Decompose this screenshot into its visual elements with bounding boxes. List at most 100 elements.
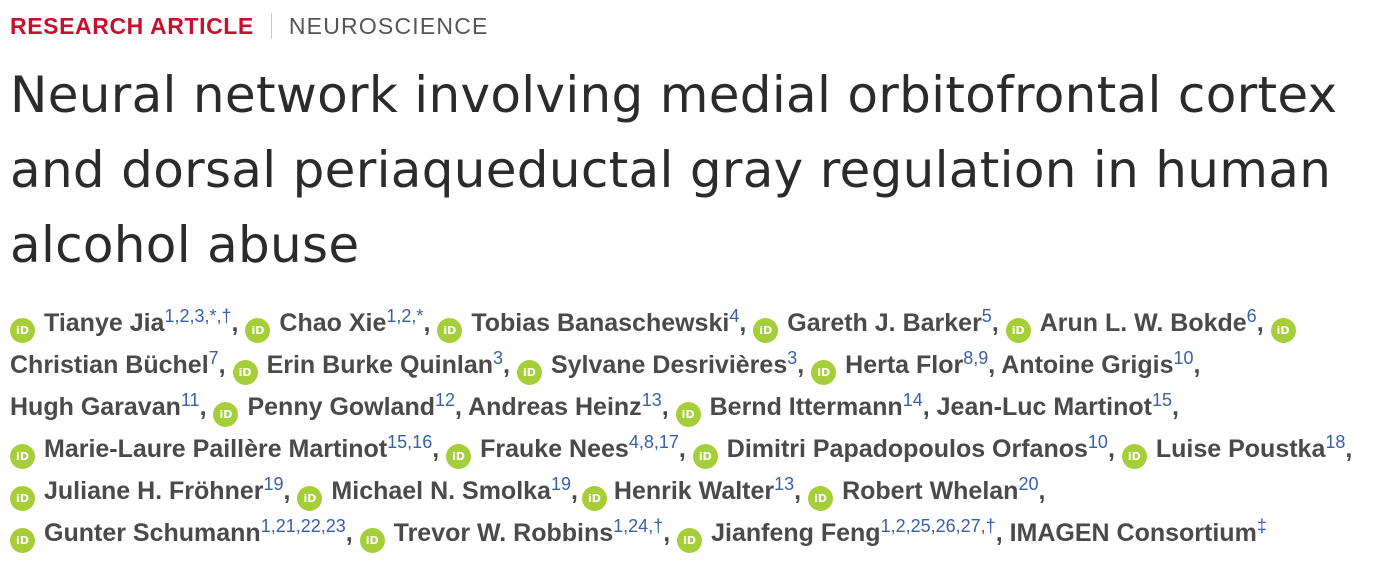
- orcid-icon[interactable]: iD: [692, 444, 718, 469]
- orcid-icon[interactable]: iD: [10, 318, 35, 343]
- affiliation-marks[interactable]: 15: [1151, 390, 1172, 410]
- orcid-icon[interactable]: iD: [675, 402, 701, 427]
- author-item[interactable]: iD Herta Flor8,9: [811, 348, 989, 385]
- affiliation-marks[interactable]: 13: [774, 474, 795, 494]
- author-name[interactable]: Gareth J. Barker: [787, 309, 982, 337]
- author-item[interactable]: iD Arun L. W. Bokde6: [1005, 306, 1257, 343]
- author-name[interactable]: Christian Büchel: [10, 351, 209, 379]
- orcid-icon[interactable]: iD: [232, 360, 258, 385]
- affiliation-marks[interactable]: 3: [787, 348, 798, 368]
- affiliation-marks[interactable]: 1,2,25,26,27,†: [880, 516, 996, 536]
- affiliation-marks[interactable]: 12: [435, 390, 456, 410]
- affiliation-marks[interactable]: 15,16: [387, 432, 433, 452]
- orcid-icon[interactable]: iD: [811, 360, 837, 385]
- orcid-icon[interactable]: iD: [437, 318, 463, 343]
- author-item[interactable]: iD Gareth J. Barker5: [753, 306, 992, 343]
- affiliation-marks[interactable]: 1,21,22,23: [260, 516, 346, 536]
- affiliation-marks[interactable]: 6: [1246, 306, 1257, 326]
- author-name[interactable]: Henrik Walter: [613, 477, 775, 505]
- author-name[interactable]: Luise Poustka: [1155, 435, 1326, 463]
- orcid-icon[interactable]: iD: [1005, 318, 1031, 343]
- author-name[interactable]: Gunter Schumann: [44, 519, 261, 547]
- orcid-icon[interactable]: iD: [359, 528, 385, 553]
- orcid-icon[interactable]: iD: [516, 360, 542, 385]
- author-item[interactable]: IMAGEN Consortium‡: [1009, 516, 1267, 547]
- orcid-icon[interactable]: iD: [10, 528, 35, 553]
- author-item[interactable]: iD Juliane H. Fröhner19: [10, 474, 284, 511]
- orcid-icon[interactable]: iD: [297, 486, 323, 511]
- affiliation-marks[interactable]: ‡: [1256, 516, 1267, 536]
- author-name[interactable]: Marie-Laure Paillère Martinot: [44, 435, 388, 463]
- article-type-label[interactable]: RESEARCH ARTICLE: [10, 12, 254, 39]
- affiliation-marks[interactable]: 1,2,*: [386, 306, 424, 326]
- author-item[interactable]: iD Marie-Laure Paillère Martinot15,16: [10, 432, 433, 469]
- orcid-icon[interactable]: iD: [753, 318, 779, 343]
- author-item[interactable]: Andreas Heinz13: [468, 390, 662, 421]
- orcid-icon[interactable]: iD: [446, 444, 472, 469]
- orcid-icon[interactable]: iD: [10, 486, 35, 511]
- orcid-icon[interactable]: iD: [808, 486, 834, 511]
- affiliation-marks[interactable]: 18: [1325, 432, 1346, 452]
- author-name[interactable]: Jean-Luc Martinot: [936, 393, 1152, 421]
- author-name[interactable]: Frauke Nees: [480, 435, 629, 463]
- author-item[interactable]: Hugh Garavan11: [10, 390, 200, 421]
- orcid-icon[interactable]: iD: [10, 444, 35, 469]
- author-name[interactable]: Sylvane Desrivières: [550, 351, 788, 379]
- affiliation-marks[interactable]: 1,2,3,*,†: [164, 306, 232, 326]
- author-name[interactable]: Penny Gowland: [247, 393, 435, 421]
- orcid-icon[interactable]: iD: [1121, 444, 1147, 469]
- affiliation-marks[interactable]: 5: [981, 306, 992, 326]
- author-item[interactable]: iD Bernd Ittermann14: [675, 390, 923, 427]
- author-name[interactable]: Bernd Ittermann: [709, 393, 903, 421]
- author-name[interactable]: Erin Burke Quinlan: [266, 351, 494, 379]
- author-name[interactable]: Chao Xie: [279, 309, 387, 337]
- author-name[interactable]: Juliane H. Fröhner: [44, 477, 264, 505]
- affiliation-marks[interactable]: 20: [1018, 474, 1039, 494]
- affiliation-marks[interactable]: 11: [180, 390, 200, 410]
- author-item[interactable]: iD Trevor W. Robbins1,24,†: [359, 516, 664, 553]
- author-item[interactable]: iD Erin Burke Quinlan3: [232, 348, 504, 385]
- orcid-icon[interactable]: iD: [1270, 318, 1296, 343]
- author-name[interactable]: Dimitri Papadopoulos Orfanos: [726, 435, 1088, 463]
- affiliation-marks[interactable]: 10: [1087, 432, 1108, 452]
- author-item[interactable]: iD Robert Whelan20: [808, 474, 1039, 511]
- author-item[interactable]: iD Tobias Banaschewski4: [437, 306, 740, 343]
- author-name[interactable]: IMAGEN Consortium: [1009, 519, 1257, 547]
- author-name[interactable]: Tobias Banaschewski: [471, 309, 730, 337]
- affiliation-marks[interactable]: 4,8,17: [628, 432, 679, 452]
- author-name[interactable]: Andreas Heinz: [468, 393, 642, 421]
- author-name[interactable]: Robert Whelan: [842, 477, 1019, 505]
- author-item[interactable]: Henrik Walter13: [613, 474, 795, 505]
- author-name[interactable]: Jianfeng Feng: [711, 519, 881, 547]
- orcid-icon[interactable]: iD: [213, 402, 239, 427]
- affiliation-marks[interactable]: 8,9: [963, 348, 989, 368]
- affiliation-marks[interactable]: 19: [263, 474, 284, 494]
- orcid-icon[interactable]: iD: [677, 528, 703, 553]
- orcid-icon[interactable]: iD: [581, 486, 607, 511]
- author-item[interactable]: iD Dimitri Papadopoulos Orfanos10: [692, 432, 1108, 469]
- affiliation-marks[interactable]: 4: [729, 306, 740, 326]
- author-name[interactable]: Tianye Jia: [44, 309, 165, 337]
- author-name[interactable]: Trevor W. Robbins: [393, 519, 614, 547]
- author-item[interactable]: Jean-Luc Martinot15: [936, 390, 1172, 421]
- author-name[interactable]: Arun L. W. Bokde: [1039, 309, 1247, 337]
- author-name[interactable]: Michael N. Smolka: [331, 477, 551, 505]
- orcid-icon[interactable]: iD: [245, 318, 271, 343]
- author-item[interactable]: iD Sylvane Desrivières3: [516, 348, 798, 385]
- author-item[interactable]: iD Michael N. Smolka19: [297, 474, 571, 511]
- author-item[interactable]: iD Luise Poustka18: [1121, 432, 1346, 469]
- author-name[interactable]: Antoine Grigis: [1001, 351, 1174, 379]
- author-item[interactable]: iD Gunter Schumann1,21,22,23: [10, 516, 346, 553]
- affiliation-marks[interactable]: 7: [208, 348, 219, 368]
- affiliation-marks[interactable]: 19: [550, 474, 571, 494]
- affiliation-marks[interactable]: 10: [1173, 348, 1194, 368]
- author-item[interactable]: iD Tianye Jia1,2,3,*,†: [10, 306, 232, 343]
- affiliation-marks[interactable]: 13: [641, 390, 662, 410]
- author-name[interactable]: Hugh Garavan: [10, 393, 181, 421]
- affiliation-marks[interactable]: 14: [902, 390, 923, 410]
- affiliation-marks[interactable]: 1,24,†: [613, 516, 664, 536]
- author-name[interactable]: Herta Flor: [845, 351, 964, 379]
- author-item[interactable]: Antoine Grigis10: [1001, 348, 1194, 379]
- subject-label[interactable]: NEUROSCIENCE: [288, 12, 489, 39]
- affiliation-marks[interactable]: 3: [493, 348, 504, 368]
